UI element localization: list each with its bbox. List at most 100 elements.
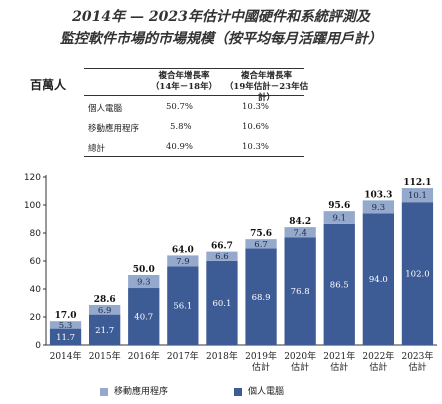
data-label-pc: 76.8 <box>291 287 310 297</box>
x-tick-label: 估計 <box>330 361 348 373</box>
data-label-mobile: 10.1 <box>408 191 427 201</box>
x-tick-label: 2018年 <box>206 350 238 362</box>
bar-mobile <box>89 304 121 315</box>
cagr-row-label: 個人電腦 <box>88 104 123 114</box>
bar-pc <box>245 248 277 345</box>
x-tick-label: 2022年 <box>362 350 394 362</box>
legend-item-mobile: 移動應用程序 <box>100 384 168 397</box>
cagr-row-label: 移動應用程序 <box>88 124 140 134</box>
bar-pc <box>401 202 434 345</box>
data-label-total: 95.6 <box>328 201 350 211</box>
bar-mobile <box>206 251 238 261</box>
chart-title-line1: 2014年 — 2023年估计中國硬件和系統評測及 <box>72 9 370 25</box>
cagr-row-value2: 10.3% <box>242 102 270 112</box>
x-tick-label: 2020年 <box>284 350 316 362</box>
bar-pc <box>167 266 199 345</box>
cagr-header-col1: 複合年增長率 （14年－18年） <box>144 71 224 93</box>
x-tick-label: 2021年 <box>323 350 355 362</box>
bar-mobile <box>323 211 355 224</box>
cagr-row-value1: 50.7% <box>166 102 194 112</box>
legend-swatch-pc <box>234 387 242 396</box>
cagr-row-pc: 個人電腦 50.7% 10.3% <box>84 98 304 118</box>
cagr-header-col1-line2: （14年－18年） <box>150 82 218 92</box>
data-label-total: 112.1 <box>403 178 431 188</box>
y-tick-label: 80 <box>30 229 42 239</box>
cagr-table-bottom-rule <box>84 156 304 157</box>
data-label-total: 64.0 <box>172 245 194 255</box>
chart-title-line2: 監控軟件市場的市場規模（按平均每月活躍用戶計） <box>60 31 382 47</box>
x-tick-label: 2019年 <box>245 350 277 362</box>
data-label-mobile: 7.4 <box>293 228 307 238</box>
bar-pc <box>128 288 160 345</box>
x-tick-label: 估計 <box>252 361 270 373</box>
data-label-pc: 21.7 <box>95 326 114 336</box>
data-label-pc: 94.0 <box>369 275 388 285</box>
y-tick-label: 0 <box>35 341 41 351</box>
data-label-total: 28.6 <box>94 295 116 305</box>
data-label-mobile: 6.9 <box>98 306 112 316</box>
cagr-header-col2: 複合年增長率 （19年估計－23年估計） <box>219 71 314 104</box>
cagr-row-value2: 10.6% <box>242 122 270 132</box>
data-label-mobile: 9.1 <box>332 214 346 224</box>
data-label-pc: 68.9 <box>252 293 271 303</box>
x-tick-label: 2015年 <box>89 350 121 362</box>
bar-pc <box>89 314 121 345</box>
data-label-total: 66.7 <box>211 242 233 252</box>
legend-label-pc: 個人電腦 <box>248 387 285 397</box>
cagr-header-col1-line1: 複合年增長率 <box>158 71 210 81</box>
data-label-pc: 102.0 <box>405 270 429 280</box>
y-tick-label: 100 <box>24 201 41 211</box>
x-tick-label: 估計 <box>291 361 309 373</box>
data-label-mobile: 7.9 <box>176 257 190 267</box>
x-tick-label: 2023年 <box>401 350 433 362</box>
cagr-header-col2-line1: 複合年增長率 <box>240 71 292 81</box>
y-tick-label: 120 <box>24 173 41 183</box>
cagr-row-value1: 5.8% <box>170 122 192 132</box>
legend-swatch-mobile <box>100 387 108 396</box>
data-label-total: 103.3 <box>364 190 392 200</box>
data-label-mobile: 6.6 <box>215 252 229 262</box>
x-tick-label: 2017年 <box>167 350 199 362</box>
data-label-pc: 40.7 <box>134 313 153 323</box>
bar-pc <box>284 237 316 345</box>
data-label-mobile: 6.7 <box>254 240 268 250</box>
bar-pc <box>206 260 238 345</box>
cagr-row-value2: 10.3% <box>242 142 270 152</box>
x-tick-label: 估計 <box>408 361 426 373</box>
bar-mobile <box>284 227 316 238</box>
cagr-table-header: 複合年增長率 （14年－18年） 複合年增長率 （19年估計－23年估計） <box>84 68 308 103</box>
legend-label-mobile: 移動應用程序 <box>114 387 169 397</box>
bar-mobile <box>245 239 277 249</box>
y-tick-label: 60 <box>30 257 42 267</box>
data-label-total: 84.2 <box>289 217 311 227</box>
data-label-total: 17.0 <box>55 311 77 321</box>
data-label-total: 50.0 <box>133 265 155 275</box>
data-label-total: 75.6 <box>250 229 272 239</box>
data-label-pc: 56.1 <box>173 302 192 312</box>
cagr-row-value1: 40.9% <box>166 142 194 152</box>
x-tick-label: 2014年 <box>50 350 82 362</box>
bar-pc <box>362 213 394 345</box>
bar-pc <box>49 328 82 345</box>
legend-item-pc: 個人電腦 <box>234 384 284 397</box>
bar-pc <box>323 223 355 345</box>
cagr-row-total: 總計 40.9% 10.3% <box>84 138 304 158</box>
unit-label: 百萬人 <box>30 78 67 92</box>
x-tick-label: 2016年 <box>128 350 160 362</box>
data-label-mobile: 9.3 <box>372 203 386 213</box>
data-label-mobile: 5.3 <box>59 321 73 331</box>
y-tick-label: 20 <box>30 313 42 323</box>
data-label-pc: 86.5 <box>330 280 349 290</box>
data-label-pc: 11.7 <box>56 333 75 343</box>
data-label-mobile: 9.3 <box>137 278 151 288</box>
cagr-row-label: 總計 <box>88 144 106 154</box>
bar-mobile <box>167 255 199 267</box>
bar-mobile <box>49 321 82 329</box>
bar-mobile <box>128 275 160 289</box>
cagr-row-mobile: 移動應用程序 5.8% 10.6% <box>84 118 304 138</box>
cagr-header-col2-line2: （19年估計－23年估計） <box>224 82 309 103</box>
data-label-pc: 60.1 <box>212 299 231 309</box>
x-tick-label: 估計 <box>369 361 387 373</box>
bar-mobile <box>401 188 434 203</box>
